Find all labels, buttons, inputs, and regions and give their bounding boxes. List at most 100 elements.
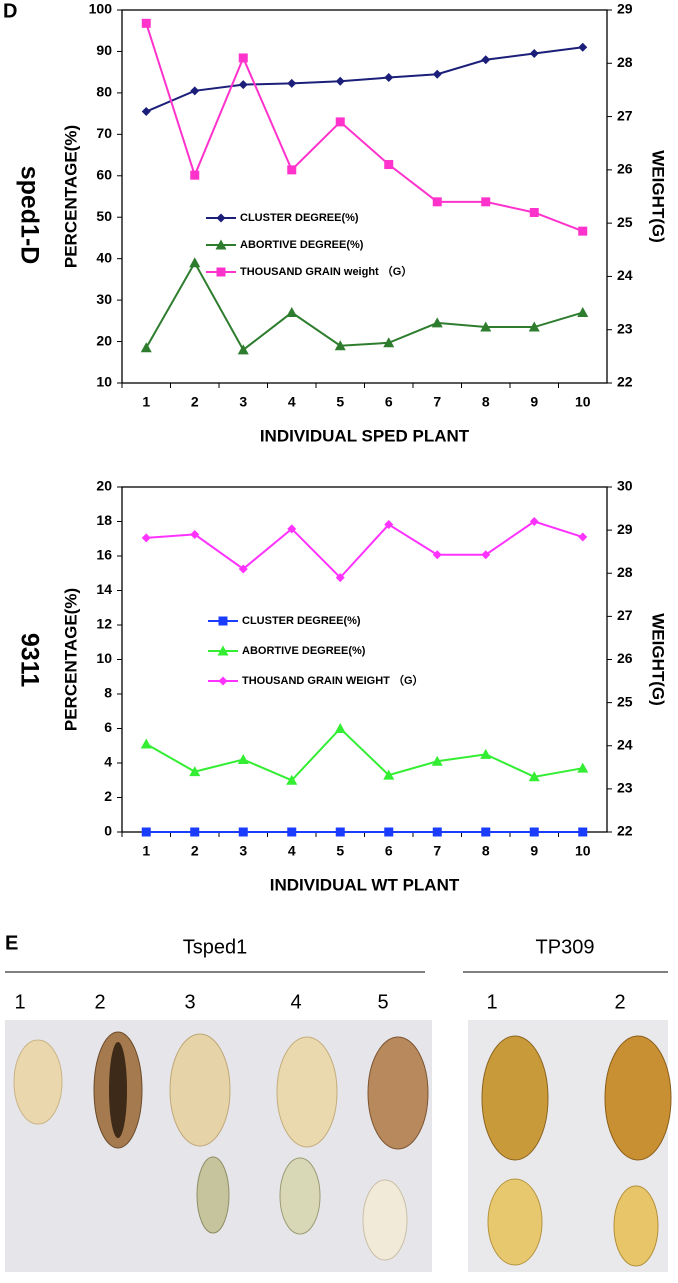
x-tick-label: 4 (288, 843, 296, 859)
data-point (334, 340, 346, 351)
data-point (190, 529, 200, 539)
data-point (481, 55, 491, 65)
y-axis-title: PERCENTAGE(%) (61, 588, 80, 731)
legend-marker (218, 616, 228, 626)
x-tick-label: 3 (239, 394, 247, 410)
y2-tick-label: 30 (617, 478, 633, 494)
data-point (238, 827, 248, 837)
data-point (528, 321, 540, 332)
sample-label: 2 (94, 991, 105, 1013)
data-point (237, 344, 249, 355)
data-point (140, 342, 152, 353)
data-point (384, 827, 394, 837)
y-tick-label: 16 (96, 547, 112, 563)
data-point (140, 738, 152, 749)
legend-label: ABORTIVE DEGREE(%) (242, 645, 366, 657)
y2-tick-label: 26 (617, 161, 633, 177)
data-point (577, 307, 589, 318)
legend-marker (217, 645, 229, 656)
grain-photo (468, 1020, 672, 1272)
data-point (141, 18, 151, 28)
y-tick-label: 50 (96, 208, 112, 224)
y2-tick-label: 22 (617, 823, 633, 839)
data-point (481, 827, 491, 837)
y2-tick-label: 27 (617, 607, 633, 623)
y-tick-label: 10 (96, 374, 112, 390)
data-point (383, 337, 395, 348)
series-line (145, 260, 584, 352)
data-point (529, 207, 539, 217)
data-point (529, 827, 539, 837)
data-point (335, 117, 345, 127)
x-tick-label: 10 (575, 843, 591, 859)
y2-tick-label: 28 (617, 564, 633, 580)
data-point (238, 53, 248, 63)
data-point (384, 73, 394, 83)
data-point (189, 257, 201, 268)
data-point (335, 573, 345, 583)
data-point (189, 766, 201, 777)
x-tick-label: 8 (482, 843, 490, 859)
y-tick-label: 18 (96, 512, 112, 528)
y2-tick-label: 27 (617, 107, 633, 123)
sample-label: 1 (14, 991, 25, 1013)
data-point (432, 550, 442, 560)
data-point (431, 755, 443, 766)
data-point (480, 748, 492, 759)
x-tick-label: 5 (336, 843, 344, 859)
y2-tick-label: 28 (617, 54, 633, 70)
y2-tick-label: 26 (617, 650, 633, 666)
x-tick-label: 4 (288, 394, 296, 410)
data-point (432, 69, 442, 79)
group-title: Tsped1 (183, 936, 248, 958)
data-point (237, 754, 249, 765)
y-axis-title: PERCENTAGE(%) (61, 125, 80, 268)
data-point (577, 762, 589, 773)
data-point (481, 197, 491, 207)
sample-label: 2 (614, 991, 625, 1013)
data-point (481, 550, 491, 560)
x-axis-title: INDIVIDUAL WT PLANT (270, 875, 460, 894)
x-tick-label: 10 (575, 394, 591, 410)
data-point (238, 564, 248, 574)
y-tick-label: 20 (96, 478, 112, 494)
grain-photo (5, 1020, 432, 1272)
y2-tick-label: 29 (617, 521, 633, 537)
x-tick-label: 6 (385, 394, 393, 410)
data-point (238, 80, 248, 90)
legend-marker (216, 267, 226, 277)
y-tick-label: 8 (104, 685, 112, 701)
panel-label: E (5, 932, 18, 954)
data-point (529, 49, 539, 59)
legend-label: THOUSAND GRAIN WEIGHT （G） (242, 674, 424, 687)
y2-tick-label: 24 (617, 267, 633, 283)
data-point (190, 827, 200, 837)
x-tick-label: 9 (530, 394, 538, 410)
x-tick-label: 2 (191, 394, 199, 410)
y-tick-label: 12 (96, 616, 112, 632)
y-tick-label: 80 (96, 84, 112, 100)
legend-label: CLUSTER DEGREE(%) (240, 212, 359, 224)
data-point (286, 307, 298, 318)
x-tick-label: 2 (191, 843, 199, 859)
data-point (480, 321, 492, 332)
data-point (287, 524, 297, 534)
y-tick-label: 20 (96, 332, 112, 348)
group-title: TP309 (536, 936, 595, 958)
x-tick-label: 7 (433, 394, 441, 410)
sample-label: 5 (377, 991, 388, 1013)
row-label: 9311 (15, 633, 43, 687)
data-point (384, 520, 394, 530)
data-point (287, 165, 297, 175)
data-point (578, 226, 588, 236)
y2-tick-label: 29 (617, 1, 633, 17)
data-point (334, 723, 346, 733)
data-point (190, 86, 200, 96)
y-tick-label: 60 (96, 166, 112, 182)
x-tick-label: 8 (482, 394, 490, 410)
legend-marker (218, 676, 228, 686)
y2-tick-label: 23 (617, 320, 633, 336)
x-tick-label: 3 (239, 843, 247, 859)
x-axis-title: INDIVIDUAL SPED PLANT (260, 426, 470, 445)
legend-marker (216, 213, 226, 223)
